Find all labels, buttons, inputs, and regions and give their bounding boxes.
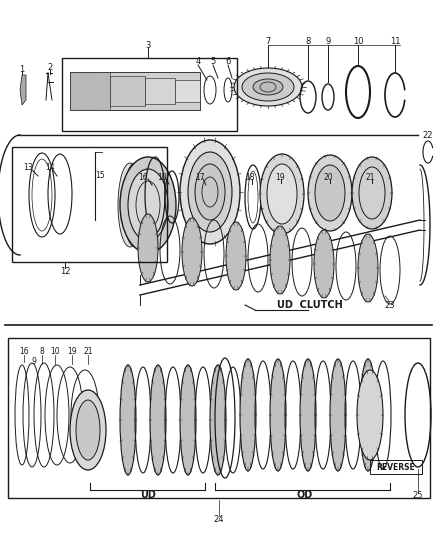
Text: 18: 18 [245, 174, 255, 182]
Text: 21: 21 [83, 348, 93, 357]
Polygon shape [20, 75, 26, 105]
Bar [12, 147, 167, 262]
Ellipse shape [120, 365, 136, 475]
Text: 4: 4 [195, 58, 201, 67]
Text: 15: 15 [95, 171, 105, 180]
Text: 19: 19 [67, 348, 77, 357]
Text: REVERSE: REVERSE [377, 463, 415, 472]
Text: 19: 19 [275, 174, 285, 182]
Bar [145, 78, 175, 104]
Ellipse shape [195, 164, 225, 220]
Text: 3: 3 [145, 41, 151, 50]
Ellipse shape [138, 214, 158, 282]
Ellipse shape [210, 365, 226, 475]
Ellipse shape [270, 226, 290, 294]
Text: 16: 16 [19, 348, 29, 357]
Text: 25: 25 [413, 490, 423, 499]
Text: 2: 2 [47, 63, 53, 72]
Ellipse shape [138, 163, 162, 247]
Ellipse shape [270, 359, 286, 471]
Ellipse shape [240, 359, 256, 471]
Ellipse shape [120, 157, 176, 253]
Ellipse shape [150, 365, 166, 475]
Ellipse shape [234, 68, 302, 106]
Ellipse shape [315, 165, 345, 221]
Ellipse shape [180, 140, 240, 244]
Ellipse shape [242, 73, 294, 101]
Ellipse shape [226, 222, 246, 290]
Ellipse shape [360, 359, 376, 471]
Ellipse shape [70, 390, 106, 470]
Text: 9: 9 [325, 37, 331, 46]
Ellipse shape [357, 370, 383, 460]
Text: 23: 23 [385, 301, 396, 310]
Ellipse shape [76, 400, 100, 460]
Ellipse shape [260, 154, 304, 234]
Ellipse shape [128, 163, 152, 247]
Bar [70, 72, 200, 110]
Bar [8, 338, 430, 498]
Text: 17: 17 [195, 174, 205, 182]
Text: 10: 10 [353, 37, 363, 46]
Ellipse shape [314, 230, 334, 298]
Ellipse shape [308, 155, 352, 231]
Text: 6: 6 [225, 58, 231, 67]
Ellipse shape [188, 152, 232, 232]
Text: 8: 8 [305, 37, 311, 46]
Text: 8: 8 [39, 348, 44, 357]
Text: 12: 12 [60, 268, 70, 277]
Ellipse shape [330, 359, 346, 471]
Text: 9: 9 [32, 358, 36, 367]
Ellipse shape [118, 163, 142, 247]
Text: 10: 10 [157, 174, 167, 182]
Text: UD: UD [140, 490, 156, 500]
Bar [175, 80, 200, 102]
Bar [70, 72, 110, 110]
Bar [62, 58, 237, 131]
Ellipse shape [300, 359, 316, 471]
Ellipse shape [182, 218, 202, 286]
Ellipse shape [358, 234, 378, 302]
Ellipse shape [253, 79, 283, 95]
Text: 20: 20 [323, 174, 333, 182]
Ellipse shape [267, 164, 297, 224]
Text: OD: OD [297, 490, 313, 500]
Text: 24: 24 [214, 515, 224, 524]
Text: 10: 10 [50, 348, 60, 357]
Bar [110, 76, 145, 106]
Text: 14: 14 [45, 164, 55, 173]
Text: 1: 1 [19, 66, 25, 75]
Text: 13: 13 [23, 164, 33, 173]
Text: UD  CLUTCH: UD CLUTCH [277, 300, 343, 310]
Text: 7: 7 [265, 37, 271, 46]
Text: 22: 22 [423, 131, 433, 140]
Ellipse shape [180, 365, 196, 475]
Bar [370, 460, 422, 474]
Text: 16: 16 [138, 174, 148, 182]
Text: 21: 21 [365, 174, 375, 182]
Text: 11: 11 [390, 37, 400, 46]
Ellipse shape [128, 169, 168, 241]
Text: 5: 5 [210, 58, 215, 67]
Ellipse shape [352, 157, 392, 229]
